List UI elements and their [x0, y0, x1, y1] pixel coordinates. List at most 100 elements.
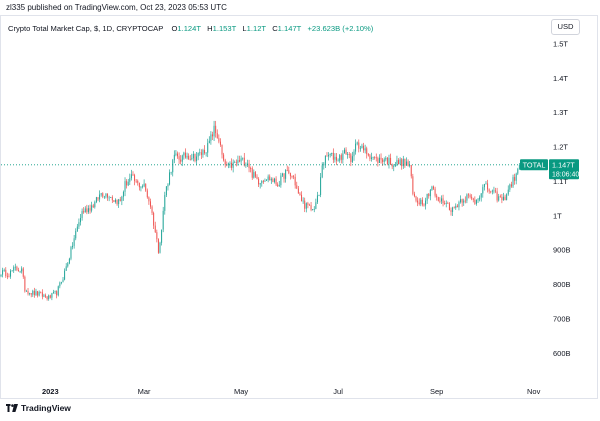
candle-body	[383, 159, 385, 162]
candle-body	[509, 184, 511, 190]
candle-body	[320, 177, 322, 195]
legend-change: +23.623B (+2.10%)	[307, 24, 374, 33]
currency-button[interactable]: USD	[551, 19, 580, 35]
legend-title: Crypto Total Market Cap, $, 1D, CRYPTOCA…	[8, 24, 164, 33]
legend-open-label: O	[171, 24, 178, 33]
candle-body	[458, 202, 460, 208]
y-tick-label: 800B	[553, 280, 571, 289]
candle-body	[518, 164, 520, 170]
candle-body	[19, 271, 21, 273]
candle-body	[200, 152, 202, 155]
candle-body	[57, 286, 59, 296]
candle-body	[479, 197, 481, 200]
candle-body	[351, 156, 353, 163]
candle-body	[347, 154, 349, 155]
candle-body	[487, 183, 489, 190]
candle-body	[364, 148, 366, 151]
candle-body	[504, 196, 506, 201]
candle-body	[296, 185, 298, 189]
candle-body	[59, 282, 61, 287]
candle-body	[442, 198, 444, 204]
candle-body	[211, 134, 213, 137]
candle-body	[154, 225, 156, 233]
candle-body	[460, 199, 462, 203]
candle-body	[97, 197, 99, 200]
chart-frame[interactable]	[0, 15, 598, 399]
candle-body	[56, 291, 58, 296]
candle-body	[107, 193, 109, 198]
candle-body	[127, 181, 129, 186]
legend-open-value: 1.124T	[177, 24, 202, 33]
candle-body	[137, 180, 139, 183]
candle-body	[108, 197, 110, 199]
candle-body	[213, 125, 215, 137]
candle-body	[199, 152, 201, 154]
candle-body	[423, 204, 425, 206]
candle-body	[388, 157, 390, 164]
candle-body	[48, 295, 50, 299]
candle-body	[6, 275, 8, 277]
price-badge-value: 1.147T	[552, 161, 575, 170]
candle-body	[286, 170, 288, 171]
candle-body	[436, 195, 438, 198]
legend-high-value: 1.153T	[212, 24, 237, 33]
candle-body	[491, 190, 493, 192]
candle-body	[102, 193, 104, 197]
candle-body	[266, 180, 268, 181]
candle-body	[447, 203, 449, 204]
candle-body	[65, 266, 67, 271]
candle-body	[378, 157, 380, 163]
candle-body	[450, 210, 452, 212]
x-tick-label: Mar	[138, 387, 151, 396]
candle-body	[192, 153, 194, 159]
candle-body	[72, 245, 74, 248]
candle-body	[425, 200, 427, 206]
candle-body	[510, 184, 512, 187]
candle-body	[116, 199, 118, 205]
candle-body	[455, 205, 457, 208]
candle-body	[275, 178, 277, 185]
candle-body	[83, 211, 85, 213]
candle-body	[224, 160, 226, 165]
candle-body	[353, 151, 355, 157]
candle-body	[334, 156, 336, 160]
candle-body	[219, 141, 221, 145]
candle-body	[299, 193, 301, 195]
legend-close-label: C	[272, 24, 278, 33]
candle-body	[62, 279, 64, 282]
candle-body	[67, 263, 69, 267]
candle-body	[288, 170, 290, 174]
x-tick-label: 2023	[42, 387, 59, 396]
candle-body	[274, 178, 275, 182]
candle-body	[277, 184, 279, 187]
candle-body	[305, 203, 307, 209]
candle-body	[142, 186, 144, 188]
candle-body	[86, 208, 88, 213]
candle-body	[43, 295, 45, 297]
candle-body	[291, 176, 293, 177]
candle-body	[243, 157, 245, 166]
candle-body	[46, 296, 48, 299]
candle-body	[234, 162, 236, 164]
candle-body	[308, 204, 310, 206]
price-badge	[549, 159, 579, 180]
candle-body	[235, 162, 237, 164]
candle-body	[114, 199, 116, 202]
tradingview-logo-icon	[6, 404, 18, 412]
candle-body	[269, 176, 271, 181]
candle-body	[157, 239, 159, 253]
candle-body	[417, 200, 419, 203]
candle-body	[396, 160, 398, 165]
candle-body	[231, 162, 233, 168]
candle-body	[267, 176, 269, 181]
candle-body	[95, 197, 97, 202]
candle-body	[415, 196, 417, 201]
candle-body	[16, 266, 18, 271]
candle-body	[134, 175, 136, 181]
candle-body	[189, 159, 191, 160]
candle-body	[337, 160, 339, 162]
candle-body	[202, 149, 204, 155]
tradingview-logo[interactable]: TradingView	[6, 403, 71, 413]
candle-body	[75, 231, 77, 239]
